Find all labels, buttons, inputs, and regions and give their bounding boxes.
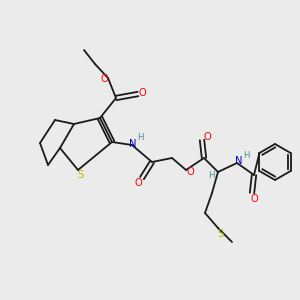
Text: H: H xyxy=(243,151,249,160)
Text: N: N xyxy=(129,139,137,149)
Text: N: N xyxy=(235,156,243,166)
Text: S: S xyxy=(77,170,83,180)
Text: O: O xyxy=(186,167,194,177)
Text: O: O xyxy=(100,74,108,84)
Text: O: O xyxy=(134,178,142,188)
Text: S: S xyxy=(217,229,223,239)
Text: H: H xyxy=(137,134,143,142)
Text: H: H xyxy=(208,172,214,181)
Text: O: O xyxy=(138,88,146,98)
Text: O: O xyxy=(250,194,258,204)
Text: O: O xyxy=(203,132,211,142)
